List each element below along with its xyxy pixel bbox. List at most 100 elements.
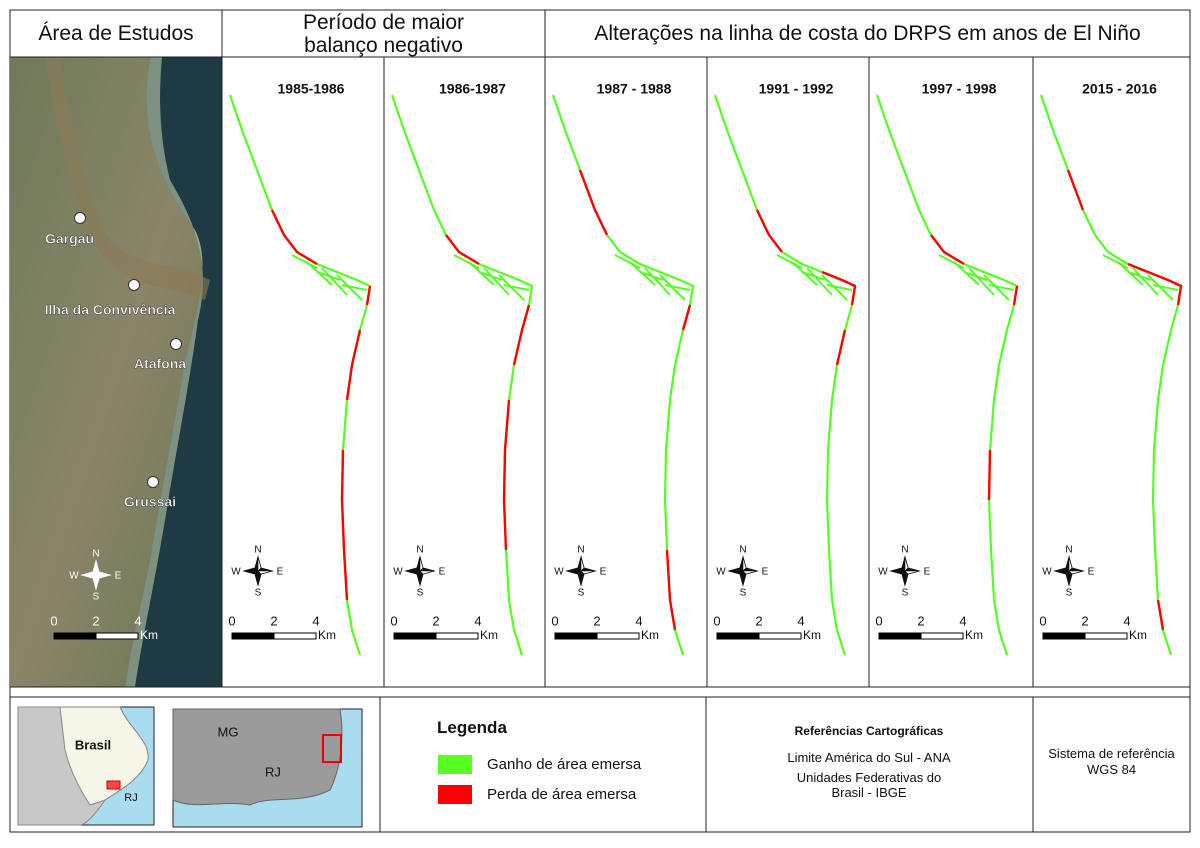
panel-title: 1985-1986 <box>278 81 345 97</box>
scale-bar <box>393 632 437 640</box>
delta-channel <box>1127 271 1152 281</box>
panel-title: 1986-1987 <box>439 81 506 97</box>
place-marker <box>147 476 159 488</box>
ocean <box>125 57 222 687</box>
compass-w: W <box>554 567 564 578</box>
coastline-loss <box>270 209 318 266</box>
delta-channel <box>291 254 318 269</box>
compass-w: W <box>878 567 888 578</box>
compass-rose <box>95 560 111 579</box>
delta-channel <box>321 267 348 296</box>
scale-tick: 4 <box>959 613 966 628</box>
panel-title: 1987 - 1988 <box>597 81 672 97</box>
coastline-loss <box>665 549 677 631</box>
compass-rose <box>1068 556 1084 575</box>
coastline-loss <box>502 399 511 551</box>
scale-tick: 4 <box>474 613 481 628</box>
compass-e: E <box>1088 567 1095 578</box>
delta-channel <box>801 271 826 281</box>
coastline-loss <box>365 285 372 306</box>
scale-bar <box>920 632 964 640</box>
compass-e: E <box>439 567 446 578</box>
legend-label: Ganho de área emersa <box>487 756 642 773</box>
delta-channel <box>316 271 341 281</box>
scale-tick: 4 <box>134 613 141 628</box>
scale-tick: 0 <box>713 613 720 628</box>
scale-unit: Km <box>480 628 498 642</box>
scale-unit: Km <box>318 628 336 642</box>
reference-system-title: Sistema de referência <box>1048 746 1175 761</box>
delta-channel <box>1152 284 1179 291</box>
scale-bar <box>716 632 760 640</box>
place-label: Gargaú <box>45 231 94 247</box>
scale-bar <box>273 632 317 640</box>
coastline-loss <box>1066 169 1085 211</box>
compass-rose <box>257 556 273 575</box>
scale-bar <box>1084 632 1128 640</box>
compass-s: S <box>1066 588 1073 599</box>
panel-title: 1997 - 1998 <box>922 81 997 97</box>
compass-n: N <box>254 545 261 556</box>
scale-unit: Km <box>140 628 158 642</box>
coastline-loss <box>1012 285 1019 306</box>
delta-channel <box>503 284 530 291</box>
states <box>172 708 343 806</box>
scale-tick: 2 <box>92 613 99 628</box>
scale-bar <box>758 632 802 640</box>
compass-w: W <box>231 567 241 578</box>
scale-tick: 0 <box>50 613 57 628</box>
scale-tick: 2 <box>270 613 277 628</box>
scale-bar <box>878 632 922 640</box>
delta-channel <box>341 284 368 291</box>
delta-channel <box>614 254 641 269</box>
header-study-area: Área de Estudos <box>38 22 194 45</box>
compass-rose <box>904 556 920 575</box>
scale-bar <box>231 632 275 640</box>
compass-w: W <box>69 571 79 582</box>
panel-title: 1991 - 1992 <box>759 81 834 97</box>
scale-bar <box>596 632 640 640</box>
coast-panel <box>551 94 695 656</box>
coastline-loss <box>578 169 609 236</box>
study-highlight <box>322 734 342 763</box>
coastline-loss <box>835 329 847 366</box>
compass-e: E <box>762 567 769 578</box>
references-title: Referências Cartográficas <box>794 724 944 738</box>
place-label: Ilha da Convivência <box>45 302 176 318</box>
legend-swatch <box>438 785 472 804</box>
coastline-loss <box>755 209 783 253</box>
coastline-loss <box>987 449 992 501</box>
compass-n: N <box>92 549 99 560</box>
coastline-loss <box>512 304 531 366</box>
place-marker <box>170 338 182 350</box>
scale-tick: 2 <box>1081 613 1088 628</box>
coastline-loss <box>821 270 857 306</box>
scale-tick: 0 <box>1039 613 1046 628</box>
scale-tick: 0 <box>228 613 235 628</box>
scale-bar <box>1042 632 1086 640</box>
compass-s: S <box>578 588 585 599</box>
scale-tick: 4 <box>1123 613 1130 628</box>
scale-unit: Km <box>641 628 659 642</box>
compass-w: W <box>1042 567 1052 578</box>
scale-tick: 4 <box>635 613 642 628</box>
scale-tick: 4 <box>797 613 804 628</box>
coast-panel <box>390 94 534 656</box>
delta-channel <box>968 267 995 296</box>
legend-title: Legenda <box>437 718 507 737</box>
compass-e: E <box>600 567 607 578</box>
delta-channel <box>806 267 833 296</box>
compass-s: S <box>93 592 100 603</box>
scale-bar <box>435 632 479 640</box>
delta-channel <box>483 267 510 296</box>
compass-e: E <box>924 567 931 578</box>
compass-rose <box>580 556 596 575</box>
delta-channel <box>1102 254 1129 269</box>
country-label: Brasil <box>75 737 111 752</box>
delta-channel <box>644 267 671 296</box>
grid-borders <box>10 10 1190 832</box>
scale-bar <box>95 632 139 640</box>
delta-channel <box>963 271 988 281</box>
